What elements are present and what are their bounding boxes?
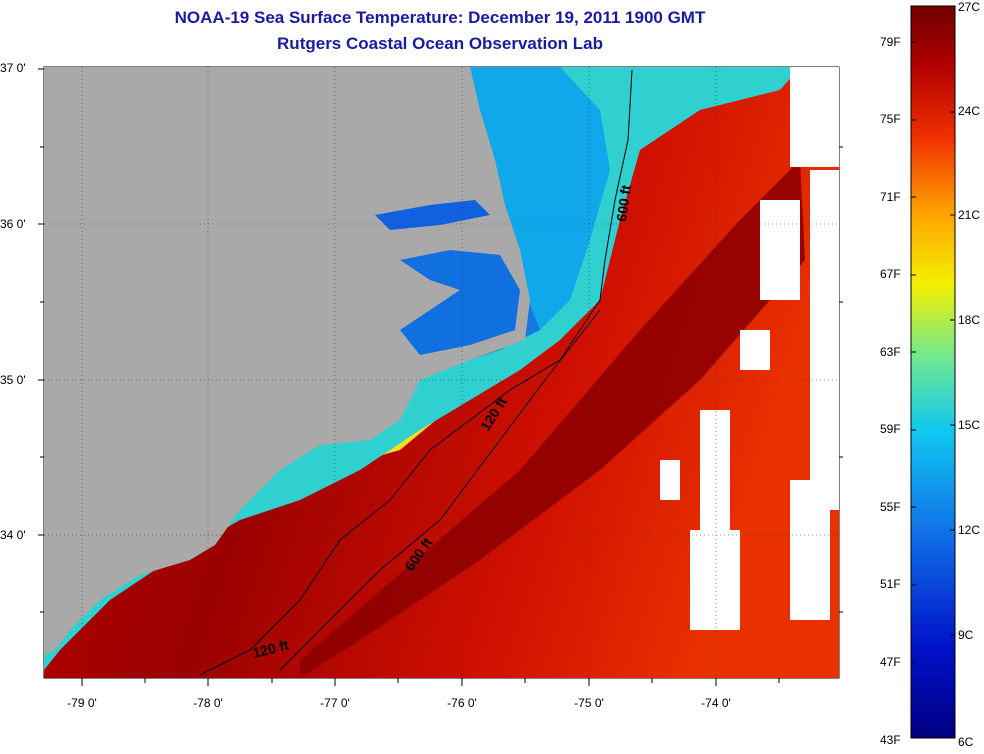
colorbar-c-18: 18C [958,313,981,327]
lat-label-36: 36 0' [0,217,26,231]
lon-label-78: -78 0' [193,696,223,710]
colorbar-f-55: 55F [880,500,901,514]
colorbar-f-51: 51F [880,577,901,591]
colorbar-ticks [911,41,955,663]
map-title: NOAA-19 Sea Surface Temperature: Decembe… [174,8,706,27]
colorbar-f-59: 59F [880,422,901,436]
colorbar-c-9: 9C [958,628,974,642]
colorbar-c-27: 27C [958,0,981,14]
coastal-blue-strip [470,67,610,330]
contour-120ft [199,299,601,676]
colorbar-c-15: 15C [958,418,981,432]
lon-label-79: -79 0' [67,696,97,710]
contour-600ft-north [599,69,633,301]
colorbar-f-71: 71F [880,190,901,204]
gulf-stream-core [300,160,805,678]
colorbar-c-6: 6C [958,735,974,749]
contour-label-600ft-north: 600 ft [613,184,634,223]
axis-ticks [38,68,843,686]
cloud-mask [660,67,839,630]
colorbar-f-67: 67F [880,267,901,281]
colorbar-f-79: 79F [880,35,901,49]
colorbar-c-12: 12C [958,523,981,537]
lon-label-77: -77 0' [320,696,350,710]
lon-label-75: -75 0' [574,696,604,710]
map-subtitle: Rutgers Coastal Ocean Observation Lab [277,34,603,53]
albemarle-sound [375,200,490,230]
pamlico-sound [400,250,520,355]
temperature-colorbar [910,5,956,739]
lon-label-76: -76 0' [447,696,477,710]
colorbar-c-21: 21C [958,208,981,222]
colorbar-f-75: 75F [880,112,901,126]
lat-label-34: 34 0' [0,528,26,542]
lon-label-74: -74 0' [701,696,731,710]
colorbar-f-43: 43F [880,733,901,747]
colorbar-f-47: 47F [880,655,901,669]
lat-label-35: 35 0' [0,373,26,387]
colorbar-f-63: 63F [880,345,901,359]
graticule [44,67,839,678]
colorbar-c-24: 24C [958,104,981,118]
lat-label-37: 37 0' [0,61,26,75]
